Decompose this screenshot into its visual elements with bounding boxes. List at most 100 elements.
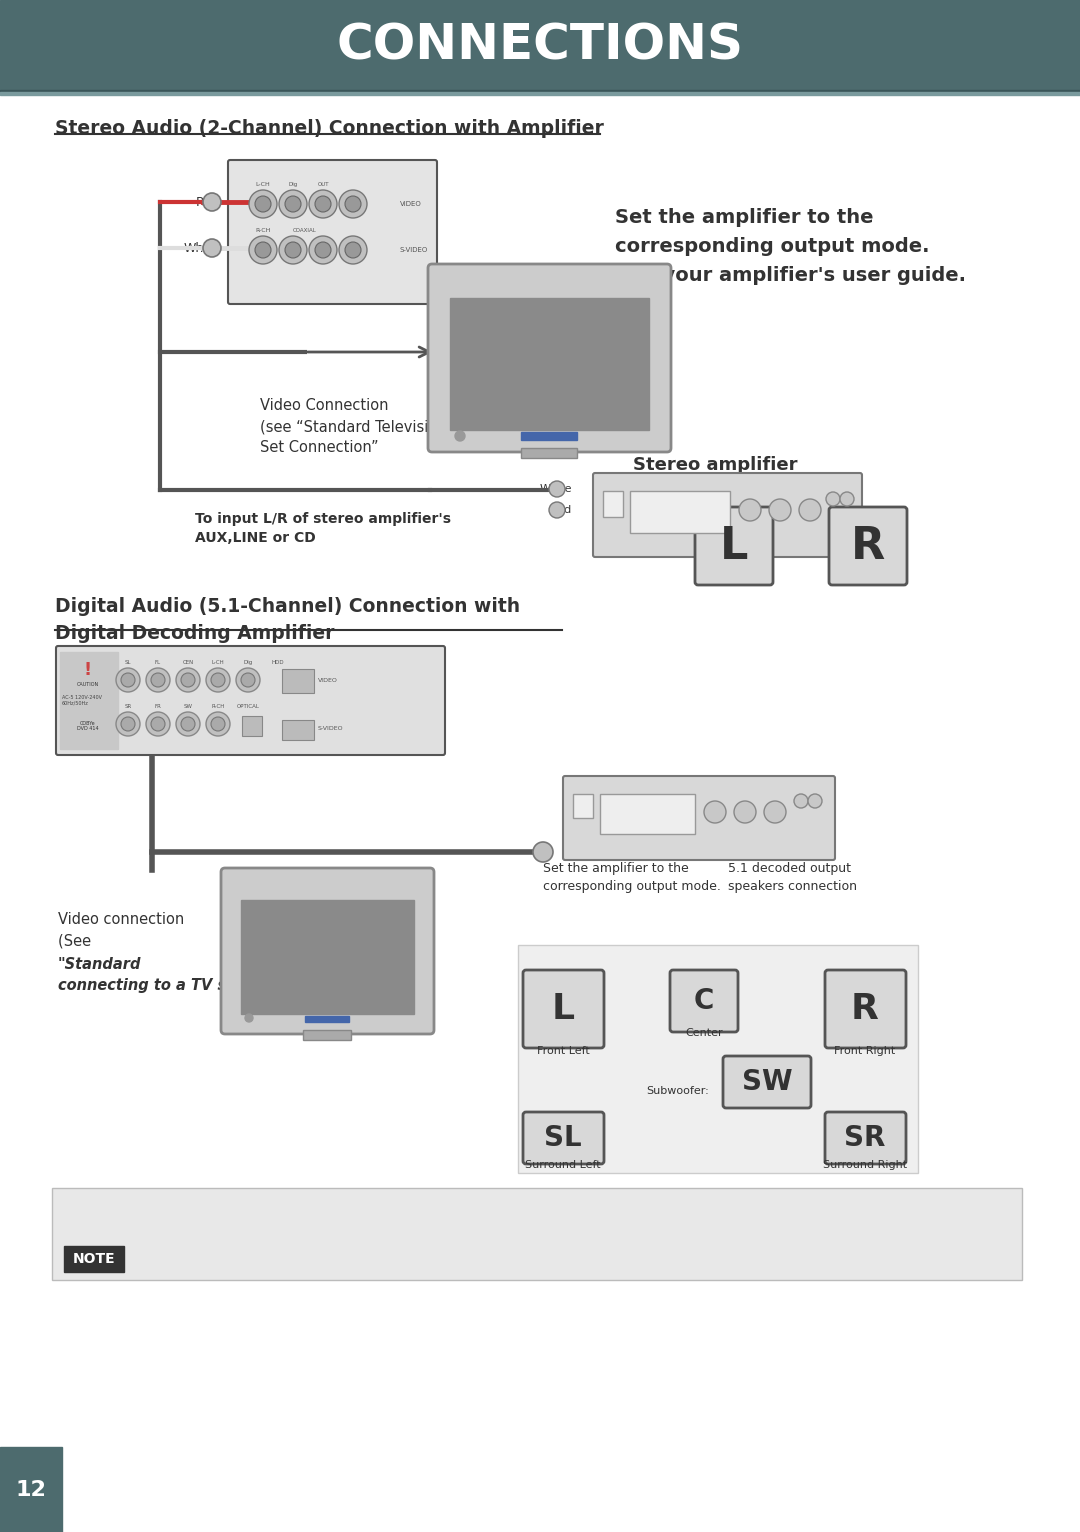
Text: SW: SW [742, 1068, 793, 1095]
Circle shape [279, 190, 307, 218]
Circle shape [826, 492, 840, 506]
Text: R: R [851, 524, 886, 567]
Circle shape [549, 502, 565, 518]
Circle shape [211, 673, 225, 686]
FancyBboxPatch shape [723, 1056, 811, 1108]
Circle shape [121, 673, 135, 686]
Circle shape [315, 196, 330, 211]
Circle shape [116, 668, 140, 692]
Text: VIDEO: VIDEO [400, 201, 422, 207]
Circle shape [309, 190, 337, 218]
Bar [521, 432, 577, 440]
Text: L-CH: L-CH [212, 659, 225, 665]
Circle shape [146, 668, 170, 692]
Circle shape [151, 673, 165, 686]
Circle shape [739, 499, 761, 521]
Text: Stereo amplifier: Stereo amplifier [633, 457, 797, 473]
Text: SR: SR [124, 703, 132, 708]
FancyBboxPatch shape [221, 869, 434, 1034]
Text: FR: FR [154, 703, 161, 708]
Bar [0, 0, 1080, 90]
Circle shape [549, 481, 565, 496]
Bar [0, 90, 1080, 93]
Circle shape [769, 499, 791, 521]
Circle shape [764, 801, 786, 823]
Circle shape [534, 843, 553, 863]
Circle shape [181, 673, 195, 686]
Circle shape [203, 193, 221, 211]
FancyBboxPatch shape [825, 1112, 906, 1164]
Circle shape [255, 242, 271, 257]
Text: Digital Audio (5.1-Channel) Connection with
Digital Decoding Amplifier: Digital Audio (5.1-Channel) Connection w… [55, 597, 521, 643]
Circle shape [116, 712, 140, 735]
Text: Surround Right: Surround Right [823, 1160, 907, 1170]
Text: To input L/R of stereo amplifier's
AUX,LINE or CD: To input L/R of stereo amplifier's AUX,L… [195, 512, 451, 545]
Circle shape [279, 236, 307, 264]
FancyBboxPatch shape [228, 159, 437, 303]
Text: OPTICAL: OPTICAL [237, 703, 259, 708]
Circle shape [255, 196, 271, 211]
Text: SR: SR [845, 1124, 886, 1152]
Bar [305, 1016, 349, 1022]
Circle shape [211, 717, 225, 731]
Text: White: White [540, 484, 572, 493]
Circle shape [249, 236, 276, 264]
Circle shape [315, 242, 330, 257]
Text: Surround Left: Surround Left [525, 1160, 600, 1170]
Bar [450, 299, 649, 430]
Bar [303, 1030, 351, 1040]
Text: CONNECTIONS: CONNECTIONS [337, 21, 743, 69]
Text: C: C [693, 987, 714, 1016]
Text: S-VIDEO: S-VIDEO [400, 247, 429, 253]
Text: Dig: Dig [243, 659, 253, 665]
Text: Set the amplifier to the
corresponding output mode.: Set the amplifier to the corresponding o… [543, 863, 720, 893]
Bar [573, 794, 593, 818]
Bar [600, 794, 696, 833]
Text: CAUTION: CAUTION [77, 682, 99, 686]
Text: L-CH: L-CH [256, 181, 270, 187]
Circle shape [345, 242, 361, 257]
Text: L: L [552, 993, 575, 1026]
Bar [52, 1187, 1022, 1281]
Text: Set the amplifier to the
corresponding output mode.
See your amplifier's user gu: Set the amplifier to the corresponding o… [615, 208, 966, 285]
Text: White: White [184, 242, 220, 254]
Text: Stereo Audio (2-Channel) Connection with Amplifier: Stereo Audio (2-Channel) Connection with… [55, 118, 604, 138]
Bar [0, 1448, 62, 1532]
FancyBboxPatch shape [56, 647, 445, 755]
FancyBboxPatch shape [829, 507, 907, 585]
Circle shape [237, 668, 260, 692]
Bar [282, 669, 314, 692]
Text: AC-5 120V-240V
60Hz/50Hz: AC-5 120V-240V 60Hz/50Hz [62, 694, 102, 705]
Text: 12: 12 [15, 1480, 46, 1500]
Circle shape [245, 1014, 253, 1022]
Bar [518, 945, 918, 1174]
FancyBboxPatch shape [696, 507, 773, 585]
FancyBboxPatch shape [593, 473, 862, 558]
Text: "Standard
connecting to a TV set"): "Standard connecting to a TV set") [58, 958, 257, 993]
Text: R-CH: R-CH [212, 703, 225, 708]
Bar [64, 1246, 124, 1272]
Circle shape [455, 430, 465, 441]
FancyBboxPatch shape [523, 970, 604, 1048]
Text: NOTE: NOTE [72, 1252, 116, 1265]
Text: Subwoofer:: Subwoofer: [647, 1086, 710, 1095]
Circle shape [339, 236, 367, 264]
FancyBboxPatch shape [523, 1112, 604, 1164]
FancyBboxPatch shape [563, 777, 835, 859]
Text: COAXIAL: COAXIAL [293, 227, 316, 233]
Text: S-VIDEO: S-VIDEO [318, 726, 343, 731]
Text: Front Left: Front Left [537, 1046, 590, 1056]
Text: !: ! [84, 660, 92, 679]
Text: R-CH: R-CH [255, 227, 271, 233]
Bar [282, 720, 314, 740]
Text: COBYe
DVD 414: COBYe DVD 414 [77, 720, 98, 731]
Circle shape [206, 712, 230, 735]
Circle shape [176, 668, 200, 692]
Circle shape [206, 668, 230, 692]
Circle shape [339, 190, 367, 218]
Bar [630, 490, 730, 533]
Circle shape [241, 673, 255, 686]
Circle shape [146, 712, 170, 735]
Circle shape [285, 196, 301, 211]
Text: Red: Red [551, 506, 572, 515]
